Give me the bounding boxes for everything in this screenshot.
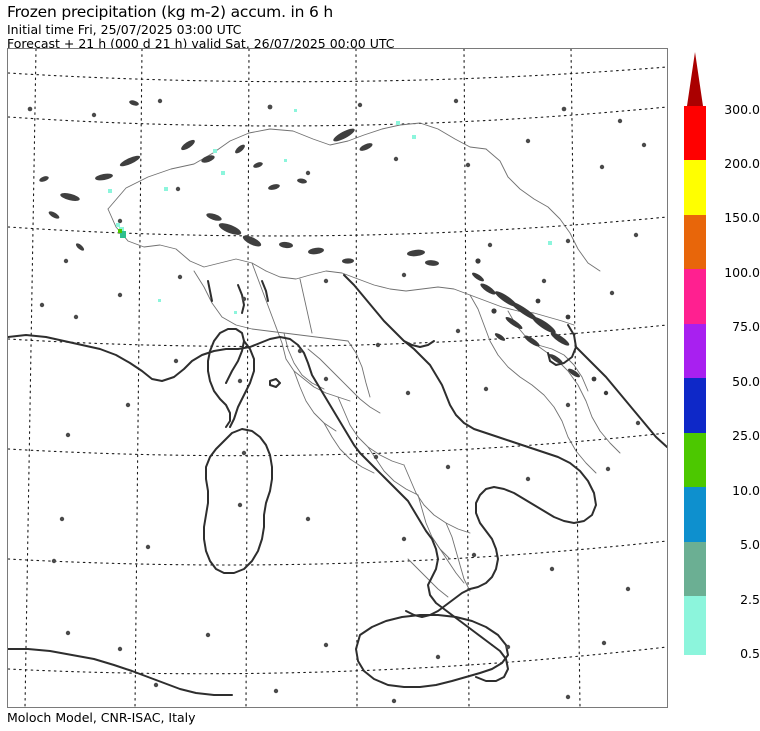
colorbar-tick-label: 100.0 [724, 265, 760, 280]
dalmatian-islands [472, 258, 609, 396]
colorbar-tick-label: 75.0 [732, 319, 760, 334]
colorbar-tick-label: 0.5 [740, 646, 760, 661]
terrain-dots [27, 98, 647, 704]
map-frame[interactable] [7, 48, 668, 708]
colorbar-tick-label: 2.5 [740, 592, 760, 607]
page-title: Frozen precipitation (kg m-2) accum. in … [7, 3, 334, 21]
colorbar-segment[interactable] [684, 542, 706, 596]
colorbar-segment[interactable] [684, 106, 706, 160]
colorbar[interactable] [684, 52, 706, 655]
colorbar-tick-label: 5.0 [740, 537, 760, 552]
colorbar-segment[interactable] [684, 324, 706, 378]
admin-borders [107, 122, 621, 598]
precipitation-field [108, 109, 552, 314]
colorbar-segment[interactable] [684, 160, 706, 215]
colorbar-tick-label: 200.0 [724, 156, 760, 171]
colorbar-segment[interactable] [684, 487, 706, 542]
colorbar-segment[interactable] [684, 596, 706, 655]
map-canvas[interactable] [8, 49, 667, 707]
colorbar-segment[interactable] [684, 269, 706, 324]
model-credit: Moloch Model, CNR-ISAC, Italy [7, 710, 196, 725]
colorbar-overflow-arrow [687, 52, 703, 106]
forecast-valid-label: Forecast + 21 h (000 d 21 h) valid Sat, … [7, 36, 395, 51]
colorbar-segment[interactable] [684, 215, 706, 269]
colorbar-segment[interactable] [684, 378, 706, 433]
inland-lakes [39, 100, 439, 266]
colorbar-tick-label: 150.0 [724, 210, 760, 225]
coastlines [8, 274, 667, 696]
colorbar-tick-label: 300.0 [724, 102, 760, 117]
colorbar-tick-label: 25.0 [732, 428, 760, 443]
colorbar-tick-label: 50.0 [732, 374, 760, 389]
colorbar-segment[interactable] [684, 433, 706, 487]
initial-time-label: Initial time Fri, 25/07/2025 03:00 UTC [7, 22, 242, 37]
colorbar-tick-label: 10.0 [732, 483, 760, 498]
colorbar-tick-labels: 300.0 200.0 150.0 100.0 75.0 50.0 25.0 1… [712, 48, 760, 668]
graticule [8, 49, 667, 707]
